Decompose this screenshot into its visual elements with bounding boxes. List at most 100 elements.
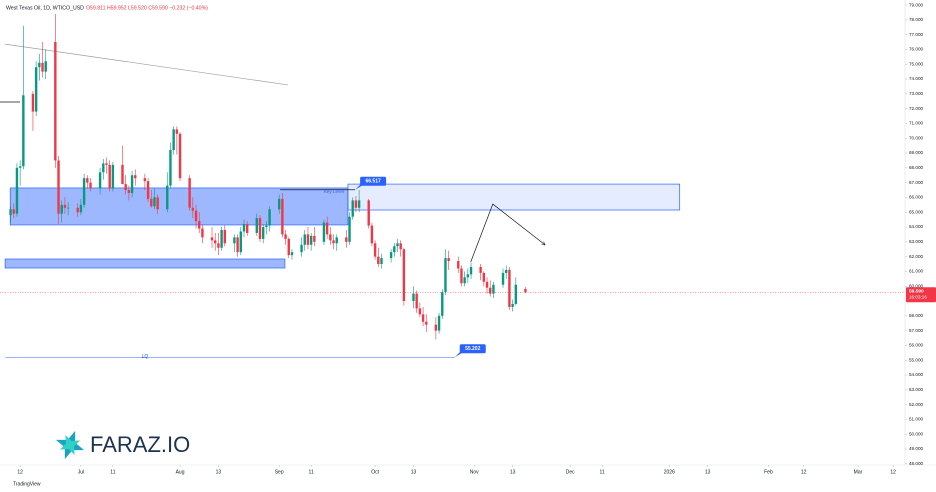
candle-body (354, 200, 358, 208)
candle-body (345, 237, 348, 242)
candle-body (172, 129, 175, 151)
candle-body (482, 272, 486, 282)
candle-body (44, 61, 47, 72)
countdown: 16:03:16 (909, 295, 927, 300)
y-tick-label: 50.000 (909, 431, 923, 436)
candle-body (425, 321, 428, 325)
candle-body (220, 229, 223, 248)
candle-body (130, 175, 134, 193)
candle-body (76, 207, 79, 213)
candle-body (463, 277, 466, 284)
candle-body (511, 303, 514, 307)
candle-body (86, 178, 89, 183)
y-tick-label: 65.000 (909, 209, 923, 214)
x-tick-label: 13 (411, 469, 417, 475)
x-tick-label: Jul (78, 469, 84, 475)
y-tick-label: 69.000 (909, 150, 923, 155)
candle-body (169, 150, 172, 186)
candle-body (233, 237, 236, 244)
candle-body (402, 249, 406, 302)
candle-body (309, 235, 313, 245)
candle-body (150, 198, 153, 207)
y-tick-label: 67.000 (909, 180, 923, 185)
candle-body (466, 274, 470, 278)
candle-body (281, 198, 284, 235)
x-tick-label: 2026 (664, 469, 675, 475)
zone (4, 258, 286, 269)
candle-body (127, 190, 131, 193)
x-tick-label: 11 (110, 469, 115, 475)
candle-body (373, 243, 377, 257)
y-tick-label: 63.000 (909, 239, 923, 244)
candle-body (303, 234, 306, 245)
y-tick-label: 56.000 (909, 343, 923, 348)
symbol-title: West Texas Oil, 1D, WTICO_USD (6, 5, 84, 11)
candle-body (524, 289, 527, 293)
y-tick-label: 48.000 (909, 461, 923, 466)
candle-body (57, 160, 60, 214)
candle-body (421, 314, 425, 322)
x-tick-label: 12 (17, 469, 23, 475)
candle-body (508, 269, 511, 307)
y-tick-label: 54.000 (909, 372, 923, 377)
zone (347, 183, 681, 211)
candle-body (389, 252, 393, 259)
candle-body (89, 182, 92, 189)
x-tick-label: Sep (275, 469, 284, 475)
candle-body (514, 284, 518, 304)
watermark: TradingView (13, 481, 41, 487)
candle-body (277, 198, 281, 210)
candle-body (306, 234, 310, 245)
candle-body (367, 200, 370, 226)
candle-body (31, 93, 35, 112)
candle-body (415, 293, 418, 309)
candle-body (105, 163, 108, 165)
candle-body (290, 252, 294, 256)
candle-body (156, 197, 159, 210)
candle-body (287, 238, 290, 256)
candle-body (217, 243, 220, 248)
y-tick-label: 76.000 (909, 47, 923, 52)
candle-body (9, 209, 12, 216)
candle-body (492, 284, 495, 294)
candle-body (258, 218, 262, 239)
candle-body (418, 308, 422, 315)
drawn-line (5, 43, 289, 86)
y-tick-label: 62.000 (909, 254, 923, 259)
candle-body (322, 222, 326, 242)
last-price-box (906, 287, 936, 303)
candle-body (434, 324, 438, 331)
candle-body (335, 237, 338, 244)
candle-body (348, 216, 351, 242)
x-tick-label: 11 (309, 469, 314, 475)
candle-body (377, 256, 380, 265)
candle-body (60, 204, 63, 214)
y-tick-label: 79.000 (909, 2, 923, 7)
candle-body (124, 184, 127, 191)
y-tick-label: 73.000 (909, 91, 923, 96)
candle-body (469, 266, 473, 275)
y-tick-label: 57.000 (909, 328, 923, 333)
zone-label: Key Level (324, 189, 344, 194)
candle-body (79, 204, 83, 213)
candle-body (460, 268, 463, 284)
candle-body (444, 258, 447, 293)
candle-body (188, 178, 191, 208)
x-tick-label: Dec (566, 469, 575, 475)
candle-body (457, 261, 460, 269)
faraz-logo: FARAZ.IO (55, 430, 190, 460)
candle-body (201, 228, 204, 238)
candle-body (332, 240, 335, 244)
candle-body (239, 231, 242, 253)
ohlc-values: O59.811 H59.952 L59.520 C59.590 −0.232 (… (86, 5, 208, 11)
candle-body (236, 237, 239, 253)
y-tick-label: 68.000 (909, 165, 923, 170)
candle-body (153, 197, 156, 207)
y-tick-label: 58.000 (909, 313, 923, 318)
candle-body (34, 67, 38, 112)
candle-body (82, 178, 86, 205)
y-tick-label: 55.000 (909, 357, 923, 362)
candle-body (63, 204, 67, 208)
y-tick-label: 75.000 (909, 61, 923, 66)
x-tick-label: 13 (510, 469, 516, 475)
